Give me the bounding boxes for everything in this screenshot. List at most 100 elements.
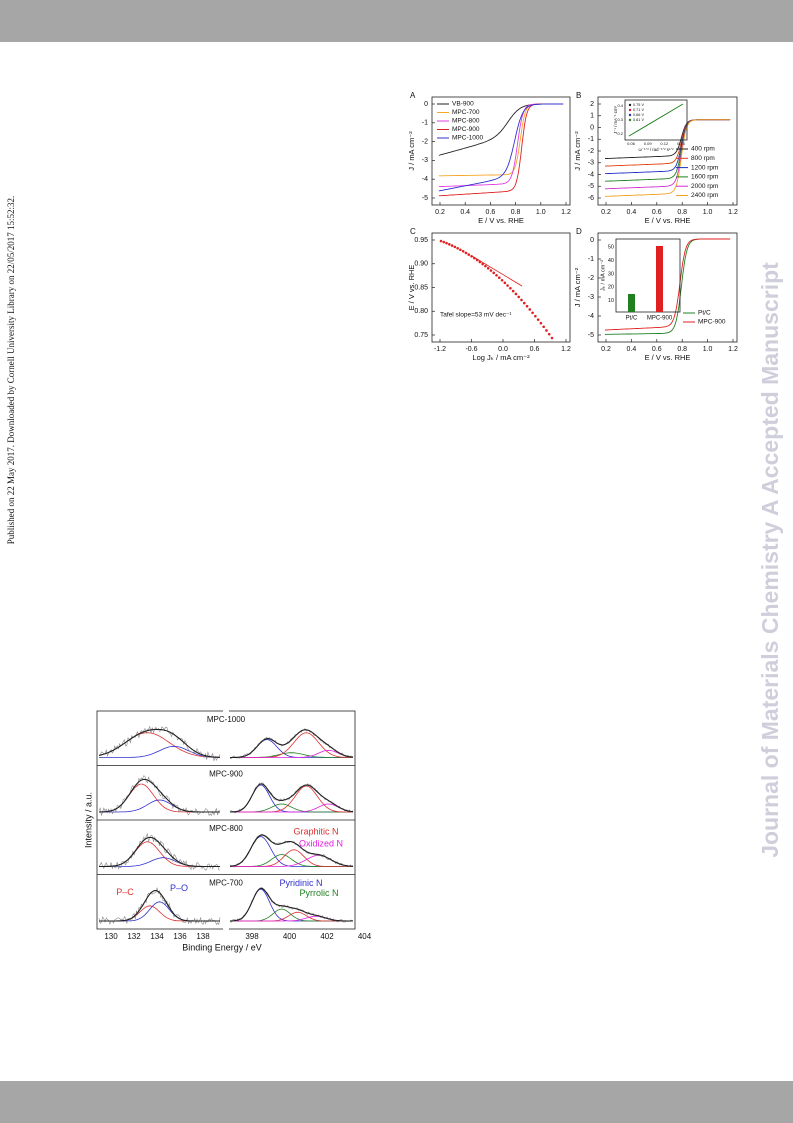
data-point <box>500 278 504 282</box>
x-tick-label: 1.0 <box>703 209 713 216</box>
curve <box>98 725 221 761</box>
data-point <box>448 243 451 246</box>
legend-label: VB-900 <box>452 101 474 108</box>
data-point <box>531 311 534 315</box>
curve <box>230 908 353 922</box>
curve <box>229 782 354 814</box>
data-point <box>520 298 523 302</box>
x-tick-label: 132 <box>127 932 141 941</box>
x-tick-label: 0.6 <box>486 209 496 216</box>
legend-label: 0.71 V <box>633 108 644 112</box>
x-tick-label: 0.8 <box>677 209 687 216</box>
legend-label: 2400 rpm <box>691 192 718 199</box>
plot-frame <box>597 232 738 343</box>
watermark: Journal of Materials Chemistry A Accepte… <box>757 262 783 858</box>
data-point <box>528 308 532 311</box>
x-tick-label: 0.4 <box>627 346 637 353</box>
legend-label: MPC-1000 <box>452 135 483 142</box>
curve <box>438 103 564 192</box>
x-tick-label: 0.6 <box>530 346 540 353</box>
curve <box>604 119 731 197</box>
legend-label: 800 rpm <box>691 155 715 162</box>
y-tick-label: 0 <box>590 124 594 131</box>
data-point <box>503 281 507 285</box>
inset-x-tick: 0.12 <box>660 141 669 146</box>
data-point <box>470 255 473 258</box>
inset-frame <box>624 99 688 141</box>
data-point <box>461 249 465 253</box>
legend-label: 0.66 V <box>633 113 644 117</box>
curve <box>230 803 354 813</box>
x-tick-label: 402 <box>320 932 334 941</box>
y-tick-label: -4 <box>588 313 594 320</box>
data-point <box>450 244 454 247</box>
curve <box>230 854 353 867</box>
curve <box>438 103 564 188</box>
curve <box>230 749 354 758</box>
plot-frame <box>431 96 571 206</box>
inset-x-tick: 0.15 <box>677 141 686 146</box>
legend-marker <box>628 108 632 112</box>
data-point <box>525 304 529 308</box>
y-tick-label: -1 <box>588 136 594 143</box>
y-tick-label: -4 <box>588 171 594 178</box>
curve <box>230 785 353 813</box>
inset-y-tick: 10 <box>608 298 614 304</box>
panel-label: C <box>410 227 416 236</box>
inset-x-label: ω⁻¹ᐟ² / rad⁻¹ᐟ² s¹ᐟ² <box>638 147 674 152</box>
x-tick-label: -0.6 <box>465 346 477 353</box>
data-point <box>492 271 496 275</box>
x-tick-label: 134 <box>150 932 164 941</box>
curve <box>605 238 731 331</box>
footer-bar <box>0 1081 793 1123</box>
x-tick-label: 136 <box>173 932 187 941</box>
inset-y-label: J⁻¹ / mA⁻¹ cm² <box>613 105 618 133</box>
curve <box>98 832 221 871</box>
inset-category: Pt/C <box>626 316 638 322</box>
legend-label: 0.61 V <box>633 118 644 122</box>
data-point <box>517 295 520 299</box>
x-tick-label: 0.6 <box>652 346 662 353</box>
data-point <box>536 318 540 321</box>
y-tick-label: 1 <box>590 113 594 120</box>
y-tick-label: -2 <box>588 275 594 282</box>
data-point <box>545 329 548 332</box>
y-tick-label: 0.90 <box>414 261 428 268</box>
x-tick-label: 0.6 <box>652 209 662 216</box>
inset-y-tick: 0.3 <box>617 117 623 122</box>
y-tick-label: -5 <box>422 195 428 202</box>
side-note: Published on 22 May 2017. Downloaded by … <box>6 196 16 544</box>
x-tick-label: 0.8 <box>677 346 687 353</box>
data-point <box>509 286 512 290</box>
legend-label: MPC-800 <box>452 118 480 125</box>
x-axis-label: Binding Energy / eV <box>182 942 262 952</box>
y-tick-label: -3 <box>422 157 428 164</box>
curve <box>99 905 220 922</box>
peak-label: Graphitic N <box>293 826 338 836</box>
curve <box>98 728 220 758</box>
data-point <box>522 301 526 305</box>
x-tick-label: 1.2 <box>728 346 738 353</box>
panel-label: B <box>576 91 581 100</box>
legend-label: MPC-700 <box>452 109 480 116</box>
inset-y-tick: 0.4 <box>617 103 623 108</box>
legend-label: 0.75 V <box>633 103 644 107</box>
x-tick-label: 1.0 <box>703 346 713 353</box>
curve <box>229 783 354 813</box>
sample-label: MPC-700 <box>209 879 243 888</box>
x-tick-label: 1.2 <box>728 209 738 216</box>
y-tick-label: -6 <box>588 195 594 202</box>
data-point <box>467 253 471 256</box>
legend-label: 1200 rpm <box>691 164 718 171</box>
inset-x-tick: 0.06 <box>627 141 636 146</box>
inset-y-label: Jₖ / mA cm⁻² <box>600 260 606 291</box>
legend-label: Pt/C <box>698 310 711 317</box>
curve <box>99 890 220 922</box>
data-point <box>542 325 545 329</box>
legend-marker <box>628 113 632 117</box>
x-tick-label: 398 <box>245 932 259 941</box>
curve <box>229 834 354 867</box>
legend-marker <box>628 103 632 107</box>
curve <box>229 784 353 813</box>
